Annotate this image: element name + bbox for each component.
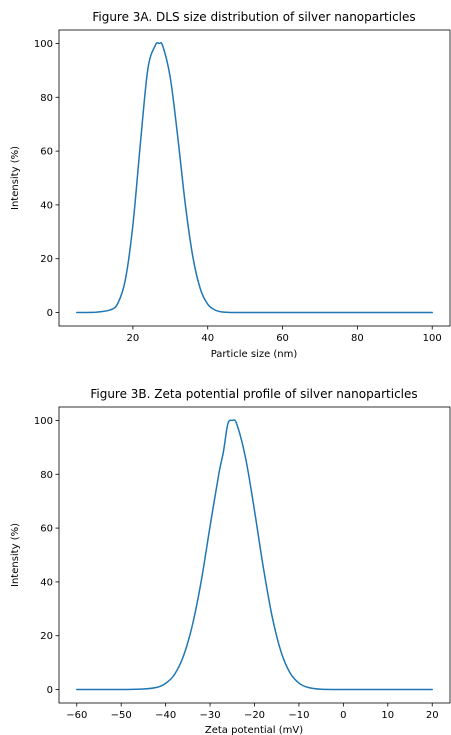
chart-3a-y-tick-label: 40 [40, 200, 53, 211]
chart-3b-y-tick-label: 0 [47, 685, 53, 696]
chart-3b-x-tick-label: 20 [426, 710, 439, 721]
chart-3a-title: Figure 3A. DLS size distribution of silv… [92, 10, 415, 24]
chart-3b-y-tick-label: 60 [40, 524, 53, 535]
chart-3b-y-axis-label: Intensity (%) [10, 523, 21, 587]
chart-3b-ticks: −60 −50 −40 −30 −20 −10 0 10 20 0 20 40 60 80 100 [34, 416, 439, 721]
chart-3b-x-tick-label: 10 [381, 710, 394, 721]
chart-3a-y-tick-label: 20 [40, 254, 53, 265]
chart-3a-plot-frame [58, 29, 451, 327]
chart-3b-x-tick-label: −40 [155, 710, 176, 721]
chart-3b-y-tick-label: 80 [40, 470, 53, 481]
chart-3a-x-tick-label: 80 [351, 333, 364, 344]
chart-3a-x-tick-label: 60 [276, 333, 289, 344]
chart-3b-x-tick-label: −30 [200, 710, 221, 721]
chart-3b-series-line [76, 419, 433, 691]
chart-3b-x-axis-label: Zeta potential (mV) [205, 725, 303, 735]
chart-3b-title: Figure 3B. Zeta potential profile of sil… [90, 387, 417, 401]
chart-3b-y-tick-label: 20 [40, 631, 53, 642]
chart-3a-y-tick-label: 100 [34, 39, 53, 50]
chart-3a-y-tick-label: 80 [40, 93, 53, 104]
chart-3a-series-line [76, 41, 433, 314]
chart-3a-x-tick-label: 20 [127, 333, 140, 344]
chart-3a-y-tick-label: 0 [47, 308, 53, 319]
chart-3b-x-tick-label: −10 [288, 710, 309, 721]
chart-3b-y-tick-label: 100 [34, 416, 53, 427]
chart-3a-x-axis-label: Particle size (nm) [211, 349, 298, 360]
chart-3b-plot-frame [58, 406, 451, 704]
chart-3a: Figure 3A. DLS size distribution of silv… [10, 10, 451, 360]
chart-3a-ticks: 20 40 60 80 100 0 20 40 60 80 100 [34, 39, 442, 344]
chart-3a-y-axis-label: Intensity (%) [10, 146, 21, 210]
chart-3b-x-tick-label: −60 [66, 710, 87, 721]
chart-3a-x-tick-label: 40 [201, 333, 214, 344]
chart-3b-x-tick-label: −50 [111, 710, 132, 721]
chart-3b-x-tick-label: −20 [244, 710, 265, 721]
chart-3b-y-tick-label: 40 [40, 577, 53, 588]
chart-3b: Figure 3B. Zeta potential profile of sil… [10, 387, 451, 735]
chart-3a-y-tick-label: 60 [40, 147, 53, 158]
chart-3b-x-tick-label: 0 [340, 710, 346, 721]
chart-3a-x-tick-label: 100 [423, 333, 442, 344]
